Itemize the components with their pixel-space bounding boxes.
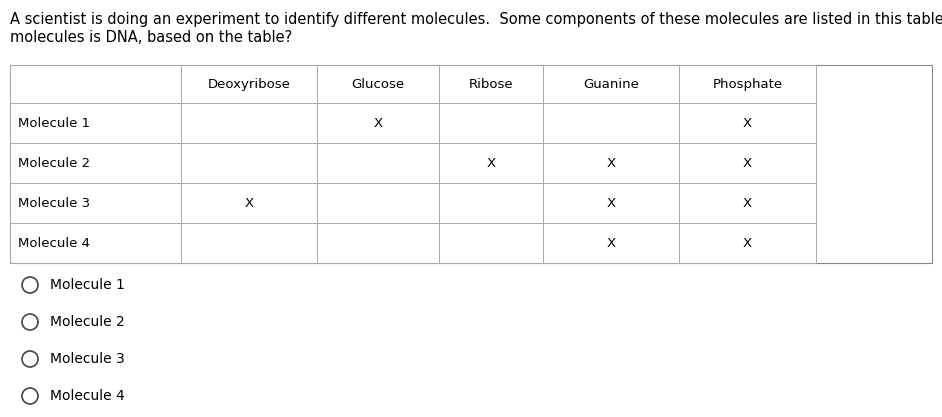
Text: X: X <box>244 196 253 209</box>
Bar <box>439 223 543 263</box>
Text: X: X <box>743 236 752 249</box>
Bar <box>10 183 181 223</box>
Bar <box>439 103 543 143</box>
Bar <box>543 223 679 263</box>
Bar <box>10 65 181 103</box>
Text: Molecule 3: Molecule 3 <box>50 352 124 366</box>
Text: X: X <box>486 156 495 169</box>
Text: Ribose: Ribose <box>468 78 513 90</box>
Text: X: X <box>743 196 752 209</box>
Text: Molecule 2: Molecule 2 <box>18 156 90 169</box>
Text: Molecule 1: Molecule 1 <box>18 116 90 130</box>
Bar <box>181 143 317 183</box>
Bar <box>679 183 816 223</box>
Bar <box>10 223 181 263</box>
Text: Phosphate: Phosphate <box>712 78 783 90</box>
Text: Glucose: Glucose <box>351 78 404 90</box>
Text: Guanine: Guanine <box>583 78 639 90</box>
Bar <box>181 223 317 263</box>
Text: X: X <box>743 116 752 130</box>
Bar <box>10 65 932 263</box>
Text: A scientist is doing an experiment to identify different molecules.  Some compon: A scientist is doing an experiment to id… <box>10 12 942 27</box>
Bar <box>439 183 543 223</box>
Bar <box>543 143 679 183</box>
Bar <box>317 103 439 143</box>
Bar <box>543 65 679 103</box>
Text: Molecule 3: Molecule 3 <box>18 196 90 209</box>
Text: X: X <box>743 156 752 169</box>
Bar <box>543 103 679 143</box>
Bar <box>317 65 439 103</box>
Bar <box>181 65 317 103</box>
Bar <box>317 223 439 263</box>
Text: Deoxyribose: Deoxyribose <box>207 78 290 90</box>
Bar <box>10 143 181 183</box>
Text: Molecule 4: Molecule 4 <box>50 389 124 403</box>
Text: X: X <box>607 156 616 169</box>
Bar <box>679 143 816 183</box>
Bar <box>543 183 679 223</box>
Text: Molecule 4: Molecule 4 <box>18 236 90 249</box>
Bar <box>181 183 317 223</box>
Bar <box>181 103 317 143</box>
Text: X: X <box>607 196 616 209</box>
Bar <box>439 65 543 103</box>
Bar <box>679 65 816 103</box>
Bar <box>679 223 816 263</box>
Text: Molecule 2: Molecule 2 <box>50 315 124 329</box>
Text: X: X <box>373 116 382 130</box>
Text: Molecule 1: Molecule 1 <box>50 278 125 292</box>
Text: X: X <box>607 236 616 249</box>
Bar <box>317 183 439 223</box>
Text: molecules is DNA, based on the table?: molecules is DNA, based on the table? <box>10 30 292 45</box>
Bar <box>317 143 439 183</box>
Bar <box>679 103 816 143</box>
Bar <box>439 143 543 183</box>
Bar <box>10 103 181 143</box>
